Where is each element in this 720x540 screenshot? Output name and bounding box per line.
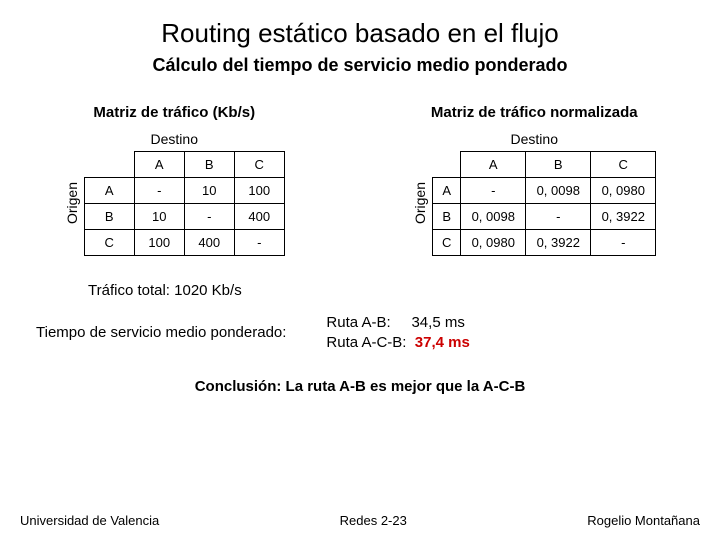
matrix-traffic: Matriz de tráfico (Kb/s) Destino Origen … xyxy=(64,104,285,256)
table-cell xyxy=(433,152,461,178)
destino-label-1: Destino xyxy=(64,131,285,147)
table-cell: - xyxy=(134,178,184,204)
table-cell: 10 xyxy=(184,178,234,204)
table-cell xyxy=(84,152,134,178)
table-cell: 0, 0980 xyxy=(461,230,526,256)
slide-footer: Universidad de Valencia Redes 2-23 Rogel… xyxy=(0,513,720,528)
table-cell: 0, 0980 xyxy=(591,178,656,204)
table-cell: 0, 3922 xyxy=(526,230,591,256)
table-cell: A xyxy=(134,152,184,178)
table-cell: B xyxy=(526,152,591,178)
table-cell: 10 xyxy=(134,204,184,230)
conclusion: Conclusión: La ruta A-B es mejor que la … xyxy=(0,378,720,395)
route-ab-label: Ruta A-B: xyxy=(326,314,390,331)
table-cell: - xyxy=(591,230,656,256)
footer-left: Universidad de Valencia xyxy=(20,513,159,528)
table-cell: C xyxy=(433,230,461,256)
table-cell: - xyxy=(461,178,526,204)
table-cell: 0, 0098 xyxy=(526,178,591,204)
table-cell: B xyxy=(433,204,461,230)
origen-label-1: Origen xyxy=(64,182,80,224)
table-cell: 400 xyxy=(184,230,234,256)
table-cell: B xyxy=(184,152,234,178)
matrix-traffic-title: Matriz de tráfico (Kb/s) xyxy=(64,104,285,121)
matrix-normalized-title: Matriz de tráfico normalizada xyxy=(412,104,656,121)
route-acb-value: 37,4 ms xyxy=(415,334,470,351)
table-cell: 0, 3922 xyxy=(591,204,656,230)
matrix-normalized: Matriz de tráfico normalizada Destino Or… xyxy=(412,104,656,256)
comparison-row: Tiempo de servicio medio ponderado: Ruta… xyxy=(36,313,684,352)
table-cell: 100 xyxy=(134,230,184,256)
footer-right: Rogelio Montañana xyxy=(587,513,700,528)
table-cell: A xyxy=(433,178,461,204)
traffic-table: A B C A - 10 100 B 10 - 400 C xyxy=(84,151,285,256)
table-cell: - xyxy=(234,230,284,256)
origen-label-2: Origen xyxy=(412,182,428,224)
slide-subtitle: Cálculo del tiempo de servicio medio pon… xyxy=(0,55,720,76)
table-cell: 0, 0098 xyxy=(461,204,526,230)
table-cell: - xyxy=(526,204,591,230)
table-cell: - xyxy=(184,204,234,230)
normalized-table: A B C A - 0, 0098 0, 0980 B 0, 0098 - 0,… xyxy=(432,151,656,256)
table-cell: B xyxy=(84,204,134,230)
route-results: Ruta A-B: 34,5 ms Ruta A-C-B: 37,4 ms xyxy=(326,313,469,352)
route-ab-value: 34,5 ms xyxy=(411,314,464,331)
route-acb-label: Ruta A-C-B: xyxy=(326,334,406,351)
table-cell: 100 xyxy=(234,178,284,204)
table-cell: 400 xyxy=(234,204,284,230)
table-cell: A xyxy=(84,178,134,204)
traffic-total: Tráfico total: 1020 Kb/s xyxy=(88,282,720,299)
table-cell: C xyxy=(591,152,656,178)
table-cell: A xyxy=(461,152,526,178)
matrices-container: Matriz de tráfico (Kb/s) Destino Origen … xyxy=(0,104,720,256)
weighted-label: Tiempo de servicio medio ponderado: xyxy=(36,324,286,341)
table-cell: C xyxy=(84,230,134,256)
table-cell: C xyxy=(234,152,284,178)
destino-label-2: Destino xyxy=(412,131,656,147)
footer-center: Redes 2-23 xyxy=(340,513,407,528)
slide-title: Routing estático basado en el flujo xyxy=(0,0,720,49)
